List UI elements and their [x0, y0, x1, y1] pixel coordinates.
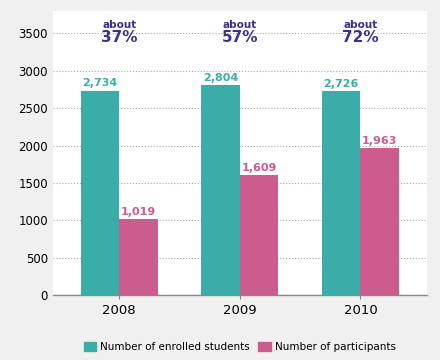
Text: 2,734: 2,734 — [82, 78, 117, 88]
Text: 57%: 57% — [222, 30, 258, 45]
Text: about: about — [343, 20, 378, 30]
Text: about: about — [223, 20, 257, 30]
Text: 2,726: 2,726 — [323, 79, 359, 89]
Bar — [119, 219, 158, 295]
Text: 1,019: 1,019 — [121, 207, 156, 217]
Text: 37%: 37% — [101, 30, 137, 45]
Text: 1,609: 1,609 — [242, 162, 277, 172]
Text: 1,963: 1,963 — [362, 136, 397, 146]
Legend: Number of enrolled students, Number of participants: Number of enrolled students, Number of p… — [80, 337, 400, 356]
Text: 2,804: 2,804 — [203, 73, 238, 83]
Bar — [360, 148, 399, 295]
Text: 72%: 72% — [342, 30, 379, 45]
Bar — [201, 85, 240, 295]
Bar — [240, 175, 279, 295]
Text: about: about — [102, 20, 136, 30]
Bar — [81, 91, 119, 295]
Bar — [322, 91, 360, 295]
